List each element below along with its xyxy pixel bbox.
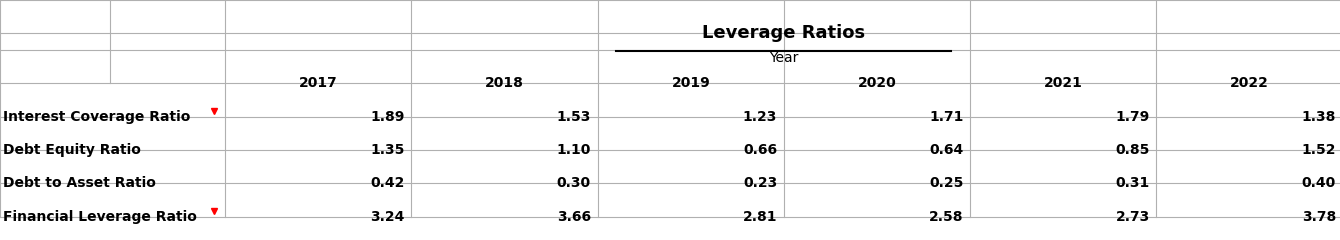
- Text: Debt Equity Ratio: Debt Equity Ratio: [3, 143, 141, 157]
- Text: 0.42: 0.42: [370, 176, 405, 190]
- Text: 0.40: 0.40: [1301, 176, 1336, 190]
- Text: 2.73: 2.73: [1115, 210, 1150, 224]
- Text: 0.30: 0.30: [557, 176, 591, 190]
- Text: 2021: 2021: [1044, 76, 1083, 90]
- Text: 0.31: 0.31: [1115, 176, 1150, 190]
- Text: 2020: 2020: [858, 76, 896, 90]
- Text: Leverage Ratios: Leverage Ratios: [702, 24, 866, 42]
- Text: 2.58: 2.58: [929, 210, 963, 224]
- Text: 2.81: 2.81: [742, 210, 777, 224]
- Text: 1.38: 1.38: [1301, 110, 1336, 124]
- Text: Interest Coverage Ratio: Interest Coverage Ratio: [3, 110, 190, 124]
- Text: 3.24: 3.24: [370, 210, 405, 224]
- Text: 1.52: 1.52: [1301, 143, 1336, 157]
- Text: 0.85: 0.85: [1115, 143, 1150, 157]
- Text: 1.23: 1.23: [742, 110, 777, 124]
- Text: Year: Year: [769, 51, 799, 65]
- Text: 1.35: 1.35: [370, 143, 405, 157]
- Text: 1.53: 1.53: [556, 110, 591, 124]
- Text: Financial Leverage Ratio: Financial Leverage Ratio: [3, 210, 197, 224]
- Text: 2019: 2019: [671, 76, 710, 90]
- Text: 2018: 2018: [485, 76, 524, 90]
- Text: Debt to Asset Ratio: Debt to Asset Ratio: [3, 176, 155, 190]
- Text: 1.79: 1.79: [1115, 110, 1150, 124]
- Text: 0.64: 0.64: [929, 143, 963, 157]
- Text: 0.25: 0.25: [929, 176, 963, 190]
- Text: 3.66: 3.66: [557, 210, 591, 224]
- Text: 0.23: 0.23: [742, 176, 777, 190]
- Text: 2017: 2017: [299, 76, 338, 90]
- Text: 0.66: 0.66: [744, 143, 777, 157]
- Text: 1.10: 1.10: [556, 143, 591, 157]
- Text: 2022: 2022: [1230, 76, 1269, 90]
- Text: 1.89: 1.89: [370, 110, 405, 124]
- Text: 1.71: 1.71: [929, 110, 963, 124]
- Text: 3.78: 3.78: [1301, 210, 1336, 224]
